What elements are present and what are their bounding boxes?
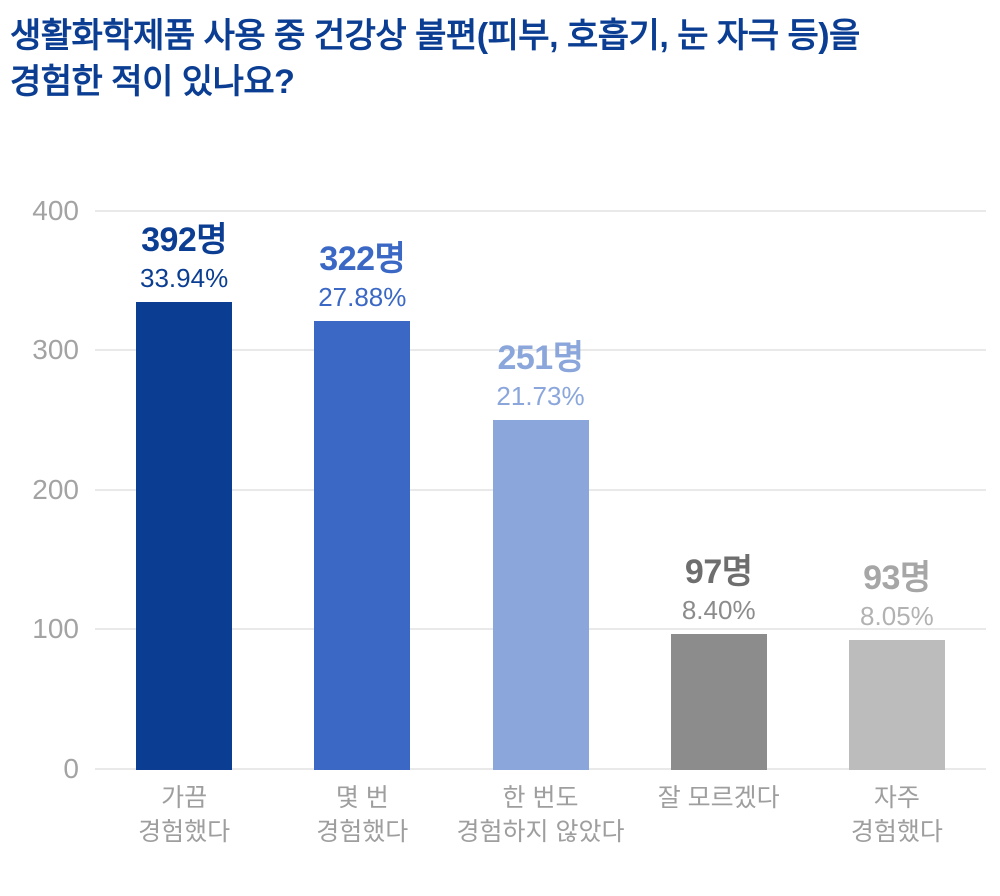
bar-percent-label: 8.40% bbox=[681, 595, 756, 626]
bar-value-label: 93명 8.05% bbox=[860, 550, 934, 632]
bar bbox=[492, 419, 589, 770]
gridline-300: 300 bbox=[32, 334, 986, 365]
chart-title-line2: 경험한 적이 있나요? bbox=[10, 62, 295, 101]
y-tick-label-400: 400 bbox=[32, 194, 79, 226]
chart-title: 생활화학제품 사용 중 건강상 불편(피부, 호흡기, 눈 자극 등)을 경험한… bbox=[10, 14, 988, 106]
bar-column-often: 93명 8.05% bbox=[808, 212, 986, 770]
bar-percent-label: 27.88% bbox=[318, 281, 407, 312]
bar-count-label: 97명 bbox=[684, 553, 753, 592]
survey-bar-chart-page: 생활화학제품 사용 중 건강상 불편(피부, 호흡기, 눈 자극 등)을 경험한… bbox=[0, 14, 1000, 896]
bar-column-never: 251명 21.73% bbox=[451, 212, 629, 770]
bar-column-sometimes: 392명 33.94% bbox=[95, 212, 273, 770]
gridline-400: 400 bbox=[32, 195, 986, 226]
bar-value-label: 251명 21.73% bbox=[496, 330, 584, 412]
bar bbox=[136, 301, 233, 770]
plot-area: 0 100 200 300 400 392명 33.94% bbox=[32, 195, 986, 784]
y-tick-label-0: 0 bbox=[63, 752, 79, 784]
chart-title-line1: 생활화학제품 사용 중 건강상 불편(피부, 호흡기, 눈 자극 등)을 bbox=[10, 17, 860, 55]
chart-area: 0 100 200 300 400 392명 33.94% bbox=[0, 195, 1000, 850]
category-label-often: 자주 경험했다 bbox=[850, 783, 943, 846]
bars-container: 392명 33.94% 322명 27.88% 251명 21.73% bbox=[95, 212, 986, 770]
bar-count-label: 93명 bbox=[863, 559, 931, 598]
bar-count-label: 322명 bbox=[319, 239, 406, 278]
bar-percent-label: 8.05% bbox=[860, 601, 934, 632]
category-label-dont-know: 잘 모르겠다 bbox=[657, 783, 780, 812]
category-label-sometimes: 가끔 경험했다 bbox=[138, 783, 231, 846]
category-label-never: 한 번도 경험하지 않았다 bbox=[456, 783, 625, 846]
bar-column-dont-know: 97명 8.40% bbox=[630, 212, 808, 770]
category-label-few-times: 몇 번 경험했다 bbox=[316, 783, 409, 846]
bar-percent-label: 33.94% bbox=[140, 262, 229, 293]
bar bbox=[670, 634, 767, 770]
bar-percent-label: 21.73% bbox=[496, 380, 585, 411]
bar bbox=[314, 320, 411, 770]
y-tick-label-300: 300 bbox=[32, 334, 79, 366]
bar bbox=[848, 640, 945, 770]
y-tick-label-100: 100 bbox=[32, 613, 79, 645]
bar-count-label: 392명 bbox=[141, 220, 228, 259]
bar-count-label: 251명 bbox=[497, 338, 584, 377]
category-axis: 가끔 경험했다 몇 번 경험했다 한 번도 경험하지 않았다 잘 모르겠다 자주… bbox=[95, 782, 986, 850]
bar-value-label: 392명 33.94% bbox=[140, 212, 228, 294]
bar-value-label: 322명 27.88% bbox=[318, 231, 406, 313]
bar-column-few-times: 322명 27.88% bbox=[273, 212, 451, 770]
bar-value-label: 97명 8.40% bbox=[682, 544, 756, 626]
y-tick-label-200: 200 bbox=[32, 473, 79, 505]
